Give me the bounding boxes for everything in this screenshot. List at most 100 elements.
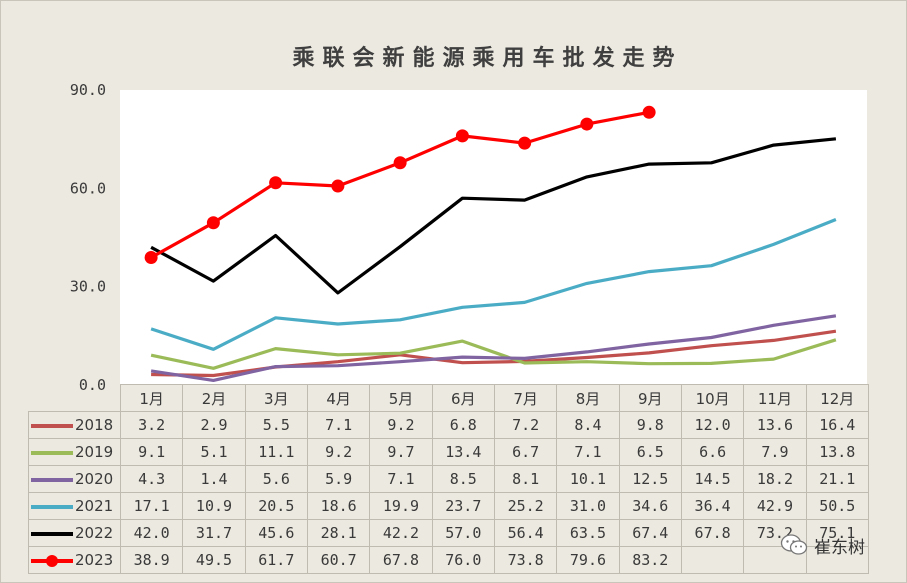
data-cell: 6.6	[680, 438, 745, 466]
data-cell	[680, 546, 745, 574]
legend-key	[31, 554, 73, 567]
chart-title: 乘联会新能源乘用车批发走势	[292, 46, 683, 71]
data-cell: 61.7	[244, 546, 308, 574]
month-label: 1月	[119, 384, 184, 412]
data-cell: 38.9	[119, 546, 184, 574]
table-row: 2018 3.2 2.9 5.5 7.1 9.2 6.8 7.2 8.4 9.8 12.0 13.6 1…	[28, 411, 869, 439]
month-label: 10月	[680, 384, 745, 412]
data-cell: 76.0	[431, 546, 495, 574]
data-cell: 57.0	[431, 519, 495, 547]
wechat-icon	[780, 534, 808, 555]
legend-entry-2018: 2018	[28, 411, 121, 439]
legend-marker	[46, 554, 58, 567]
data-cell: 17.1	[119, 492, 184, 520]
data-cell: 3.2	[119, 411, 184, 439]
series-markers	[144, 105, 656, 264]
legend-label: 2021	[75, 497, 114, 515]
data-cell: 7.1	[556, 438, 620, 466]
data-cell: 2.9	[182, 411, 246, 439]
data-cell: 79.6	[556, 546, 620, 574]
data-cell: 9.7	[369, 438, 433, 466]
data-cell: 67.8	[680, 519, 745, 547]
data-cell: 63.5	[556, 519, 620, 547]
data-cell: 18.2	[743, 465, 807, 493]
data-cell: 42.0	[119, 519, 184, 547]
series-line-2019	[150, 338, 837, 370]
legend-entry-2022: 2022	[28, 519, 121, 547]
data-cell: 5.1	[182, 438, 246, 466]
legend-key	[31, 423, 73, 428]
series-line-2022	[150, 137, 837, 295]
data-cell: 31.7	[182, 519, 246, 547]
table-corner	[28, 384, 121, 412]
legend-entry-2019: 2019	[28, 438, 121, 466]
data-cell: 6.7	[493, 438, 558, 466]
series-line-2020	[150, 314, 837, 382]
data-cell: 10.9	[182, 492, 246, 520]
data-cell: 67.4	[618, 519, 682, 547]
data-cell: 8.5	[431, 465, 495, 493]
data-cell: 42.9	[743, 492, 807, 520]
data-cell: 67.8	[369, 546, 433, 574]
series-point-2023	[269, 176, 283, 190]
y-tick-label: 30.0	[70, 278, 106, 296]
data-cell: 73.8	[493, 546, 558, 574]
month-label: 12月	[805, 384, 869, 412]
data-cell: 18.6	[306, 492, 371, 520]
data-cell: 7.2	[493, 411, 558, 439]
data-cell: 8.4	[556, 411, 620, 439]
table-header-row: 1月 2月 3月 4月 5月 6月 7月 8月 9月 10月 11月 12月	[28, 384, 869, 412]
data-cell: 5.6	[244, 465, 308, 493]
data-cell: 9.1	[119, 438, 184, 466]
legend-entry-2021: 2021	[28, 492, 121, 520]
legend-label: 2020	[75, 470, 114, 488]
data-cell: 6.8	[431, 411, 495, 439]
legend-label: 2023	[75, 551, 114, 569]
data-cell: 23.7	[431, 492, 495, 520]
table-row: 2022 42.0 31.7 45.6 28.1 42.2 57.0 56.4 63.5 67.4…	[28, 519, 869, 547]
data-cell: 42.2	[369, 519, 433, 547]
data-cell: 36.4	[680, 492, 745, 520]
month-label: 11月	[743, 384, 807, 412]
legend-key	[31, 450, 73, 455]
data-cell: 6.5	[618, 438, 682, 466]
month-label: 5月	[369, 384, 433, 412]
series-line-2021	[150, 218, 837, 351]
y-tick-label: 60.0	[70, 179, 106, 197]
series-point-2023	[580, 117, 594, 131]
series-point-2023	[455, 129, 469, 143]
data-cell: 5.5	[244, 411, 308, 439]
data-cell: 9.2	[306, 438, 371, 466]
data-table: 1月 2月 3月 4月 5月 6月 7月 8月 9月 10月 11月 12月 2018 3.2 2.9 5.5…	[28, 384, 869, 574]
data-cell: 14.5	[680, 465, 745, 493]
data-cell: 4.3	[119, 465, 184, 493]
data-cell: 56.4	[493, 519, 558, 547]
series-point-2023	[331, 179, 345, 193]
data-cell: 7.9	[743, 438, 807, 466]
data-cell: 7.1	[306, 411, 371, 439]
legend-entry-2023: 2023	[28, 546, 121, 574]
month-label: 4月	[306, 384, 371, 412]
legend-entry-2020: 2020	[28, 465, 121, 493]
data-cell: 45.6	[244, 519, 308, 547]
data-cell: 34.6	[618, 492, 682, 520]
data-cell: 50.5	[805, 492, 869, 520]
data-cell: 13.8	[805, 438, 869, 466]
watermark: 崔东树	[780, 531, 865, 559]
data-cell: 21.1	[805, 465, 869, 493]
data-cell: 11.1	[244, 438, 308, 466]
data-cell: 5.9	[306, 465, 371, 493]
data-cell: 31.0	[556, 492, 620, 520]
data-cell: 13.6	[743, 411, 807, 439]
data-cell: 12.0	[680, 411, 745, 439]
series-point-2023	[393, 156, 407, 170]
series-point-2023	[642, 105, 656, 119]
watermark-text: 崔东树	[814, 537, 865, 558]
data-cell: 83.2	[618, 546, 682, 574]
month-label: 8月	[556, 384, 620, 412]
table-row: 2023 38.9 49.5 61.7 60.7 67.8 76.0 73.8 79.6 83.2	[28, 546, 869, 574]
month-label: 3月	[244, 384, 308, 412]
series-lines	[150, 110, 837, 382]
data-cell: 60.7	[306, 546, 371, 574]
